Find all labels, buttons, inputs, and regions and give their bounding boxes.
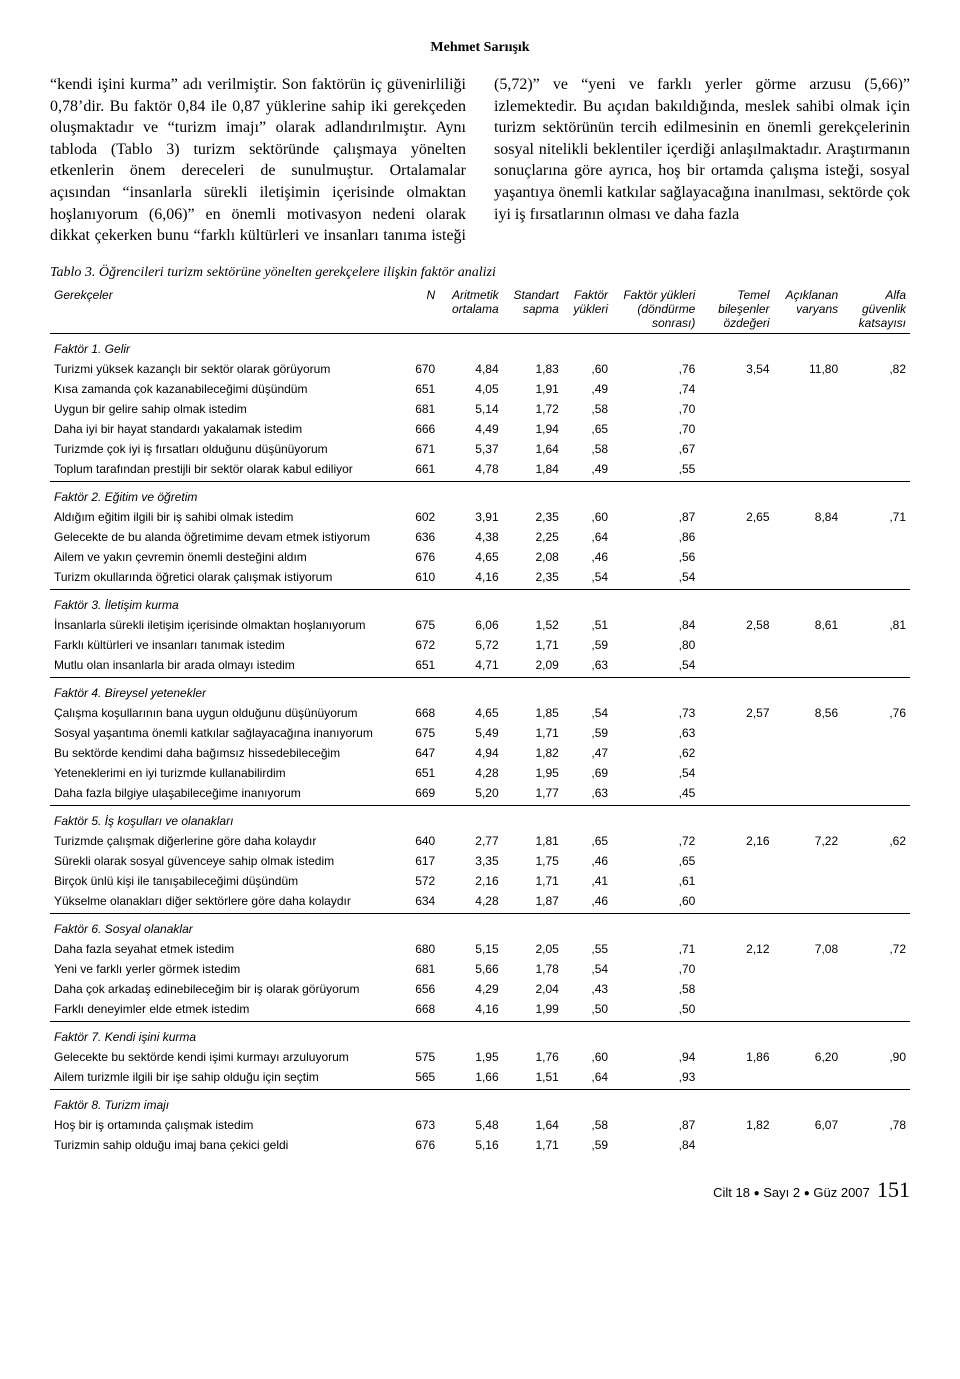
body-paragraph: “kendi işini kurma” adı verilmiştir. Son… — [50, 74, 910, 247]
factor-table: Gerekçeler N Aritmetik ortalama Standart… — [50, 285, 910, 1155]
factor-heading: Faktör 8. Turizm imajı — [50, 1089, 910, 1115]
table-row: Bu sektörde kendimi daha bağımsız hissed… — [50, 743, 910, 763]
table-row: Kısa zamanda çok kazanabileceğimi düşünd… — [50, 379, 910, 399]
table-row: Turizm okullarında öğretici olarak çalış… — [50, 567, 910, 587]
table-row: Daha çok arkadaş edinebileceğim bir iş o… — [50, 979, 910, 999]
table-row: Yükselme olanakları diğer sektörlere gör… — [50, 891, 910, 911]
table-row: Gelecekte bu sektörde kendi işimi kurmay… — [50, 1047, 910, 1067]
table-row: Toplum tarafından prestijli bir sektör o… — [50, 459, 910, 479]
table-row: Farklı deneyimler elde etmek istedim6684… — [50, 999, 910, 1019]
table-row: Çalışma koşullarının bana uygun olduğunu… — [50, 703, 910, 723]
table-row: Mutlu olan insanlarla bir arada olmayı i… — [50, 655, 910, 675]
table-row: Hoş bir iş ortamında çalışmak istedim673… — [50, 1115, 910, 1135]
author-name: Mehmet Sarıışık — [50, 40, 910, 56]
table-row: Daha iyi bir hayat standardı yakalamak i… — [50, 419, 910, 439]
col-header: Açıklanan varyans — [774, 285, 843, 334]
factor-heading: Faktör 4. Bireysel yetenekler — [50, 677, 910, 703]
factor-heading: Faktör 5. İş koşulları ve olanakları — [50, 805, 910, 831]
table-row: Sosyal yaşantıma önemli katkılar sağlaya… — [50, 723, 910, 743]
table-row: Uygun bir gelire sahip olmak istedim6815… — [50, 399, 910, 419]
page-footer: Cilt 18 ● Sayı 2 ● Güz 2007 151 — [50, 1177, 910, 1203]
table-row: Ailem turizmle ilgili bir işe sahip oldu… — [50, 1067, 910, 1087]
table-row: Aldığım eğitim ilgili bir iş sahibi olma… — [50, 507, 910, 527]
table-row: İnsanlarla sürekli iletişim içerisinde o… — [50, 615, 910, 635]
table-row: Birçok ünlü kişi ile tanışabileceğimi dü… — [50, 871, 910, 891]
col-header: Standart sapma — [503, 285, 563, 334]
table-row: Turizmde çalışmak diğerlerine göre daha … — [50, 831, 910, 851]
col-header: N — [411, 285, 439, 334]
table-row: Yeteneklerimi en iyi turizmde kullanabil… — [50, 763, 910, 783]
col-header: Temel bileşenler özdeğeri — [699, 285, 773, 334]
table-row: Daha fazla bilgiye ulaşabileceğime inanı… — [50, 783, 910, 803]
table-row: Yeni ve farklı yerler görmek istedim6815… — [50, 959, 910, 979]
factor-heading: Faktör 1. Gelir — [50, 333, 910, 359]
table-row: Turizmde çok iyi iş fırsatları olduğunu … — [50, 439, 910, 459]
col-header: Faktör yükleri — [563, 285, 612, 334]
table-row: Daha fazla seyahat etmek istedim6805,152… — [50, 939, 910, 959]
col-header: Gerekçeler — [50, 285, 411, 334]
table-row: Gelecekte de bu alanda öğretimime devam … — [50, 527, 910, 547]
table-row: Turizmi yüksek kazançlı bir sektör olara… — [50, 359, 910, 379]
factor-heading: Faktör 6. Sosyal olanaklar — [50, 913, 910, 939]
factor-heading: Faktör 2. Eğitim ve öğretim — [50, 481, 910, 507]
table-row: Sürekli olarak sosyal güvenceye sahip ol… — [50, 851, 910, 871]
table-caption: Tablo 3. Öğrencileri turizm sektörüne yö… — [50, 265, 910, 281]
factor-heading: Faktör 3. İletişim kurma — [50, 589, 910, 615]
col-header: Alfa güvenlik katsayısı — [842, 285, 910, 334]
table-row: Ailem ve yakın çevremin önemli desteğini… — [50, 547, 910, 567]
col-header: Aritmetik ortalama — [439, 285, 502, 334]
table-row: Farklı kültürleri ve insanları tanımak i… — [50, 635, 910, 655]
table-row: Turizmin sahip olduğu imaj bana çekici g… — [50, 1135, 910, 1155]
col-header: Faktör yükleri (döndürme sonrası) — [612, 285, 699, 334]
factor-heading: Faktör 7. Kendi işini kurma — [50, 1021, 910, 1047]
